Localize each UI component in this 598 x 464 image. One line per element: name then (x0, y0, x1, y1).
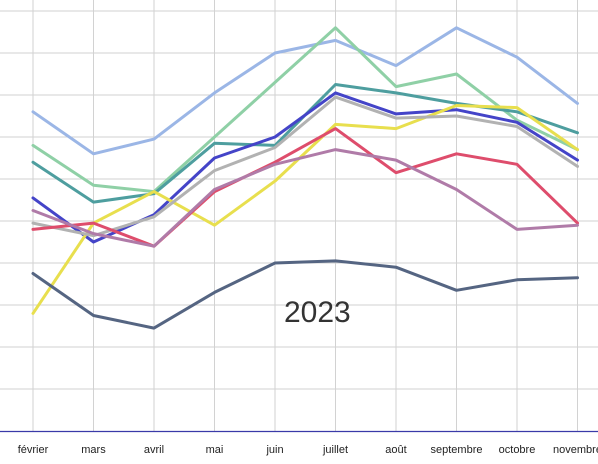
x-tick-label: mai (206, 444, 224, 456)
x-tick-label: juillet (322, 444, 348, 456)
series-lines (31, 26, 579, 330)
series-line-6 (31, 95, 579, 238)
x-axis-tick-labels: février mars avril mai juin juillet août septem… (18, 444, 598, 456)
x-tick-label: mars (81, 444, 106, 456)
x-tick-label: juin (265, 444, 283, 456)
series-line-1 (31, 26, 579, 156)
x-tick-label: avril (144, 444, 164, 456)
series-line-2 (31, 26, 579, 194)
year-annotation: 2023 (284, 296, 351, 329)
series-line-9 (31, 259, 579, 330)
x-tick-label: août (385, 444, 406, 456)
series-line-7 (31, 127, 579, 248)
series-line-5 (31, 104, 579, 315)
series-line-8 (31, 148, 579, 248)
gridlines (0, 0, 598, 431)
x-tick-label: septembre (431, 444, 483, 456)
x-tick-label: février (18, 444, 49, 456)
x-tick-label: novembre (553, 444, 598, 456)
series-line-4 (31, 91, 579, 244)
series-line-3 (31, 83, 579, 204)
x-tick-label: octobre (499, 444, 536, 456)
